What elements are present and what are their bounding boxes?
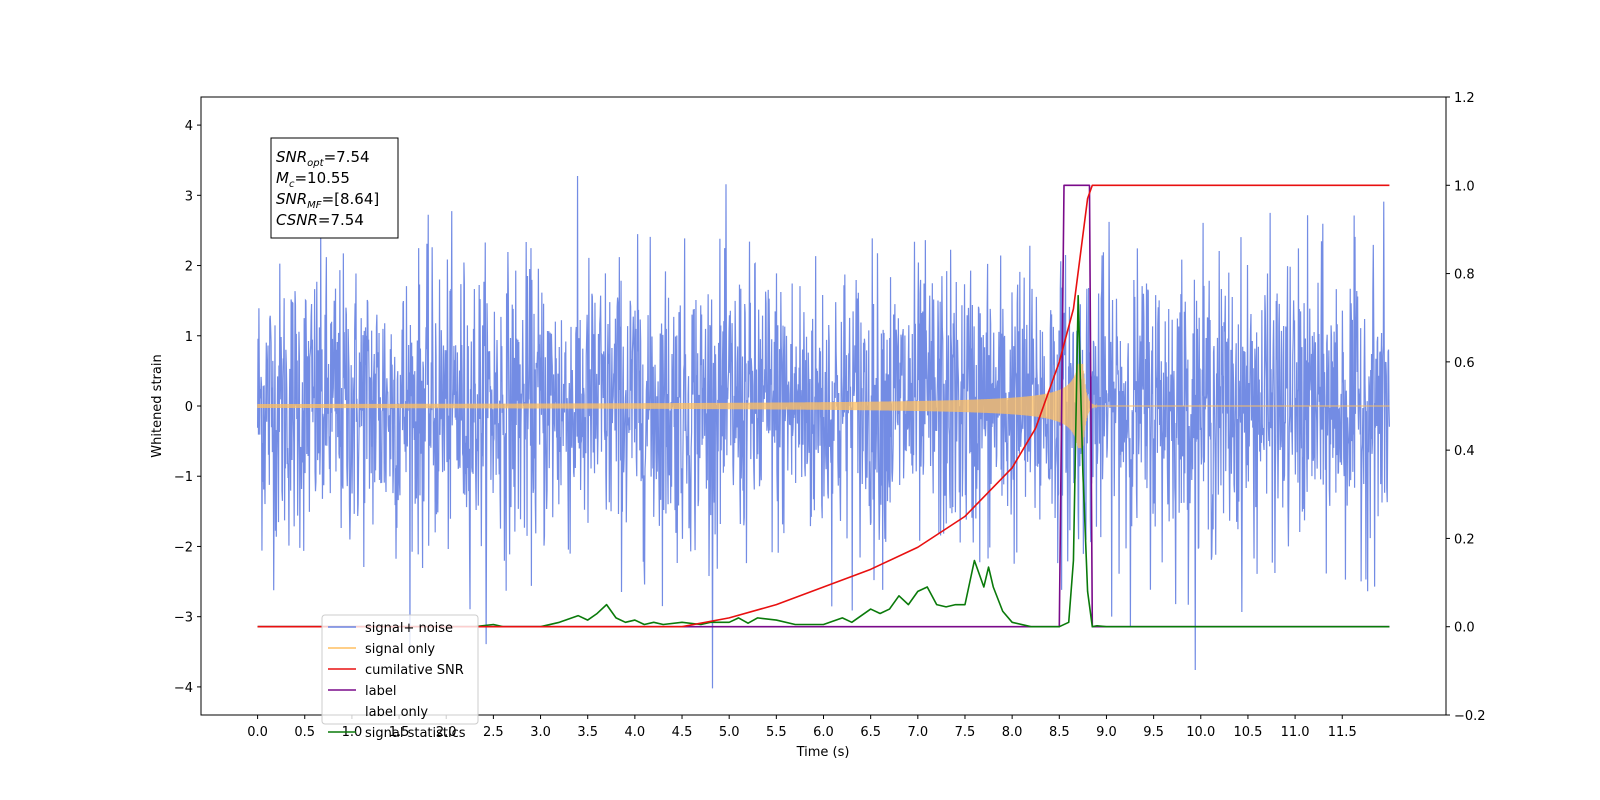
y-tick-label: 3 (185, 189, 193, 204)
x-tick-label: 10.0 (1186, 725, 1215, 740)
annotation-line: Mc=10.55 (276, 169, 350, 190)
y-axis-ticks: 4 3 2 1 0 −1 −2 −3 −4 (174, 119, 201, 696)
legend-entry: cumilative SNR (365, 663, 464, 678)
x-tick-label: 9.5 (1143, 725, 1164, 740)
annotation-frame (270, 137, 399, 239)
legend-frame (321, 614, 479, 725)
annotation-variable: SNR (276, 148, 307, 166)
x-tick-label: 6.0 (813, 725, 834, 740)
y-tick-label: −3 (174, 611, 193, 626)
y2-tick-label: 0.0 (1454, 621, 1475, 636)
x-axis-label: Time (s) (796, 745, 850, 760)
x-tick-label: 8.5 (1049, 725, 1070, 740)
x-tick-label: 0.5 (294, 725, 315, 740)
y-tick-label: 1 (185, 330, 193, 345)
y-tick-label: 2 (185, 260, 193, 275)
annotation-value: =7.54 (318, 211, 364, 229)
annotation-subscript: MF (307, 200, 322, 211)
legend-entry: signal only (365, 642, 435, 657)
y-tick-label: −4 (174, 681, 193, 696)
x-tick-label: 9.0 (1096, 725, 1117, 740)
annotation-variable: M (276, 169, 289, 187)
x-tick-label: 5.0 (719, 725, 740, 740)
legend-entry: label (365, 684, 396, 699)
y2-axis-ticks: 1.2 1.0 0.8 0.6 0.4 0.2 0.0 −0.2 (1446, 91, 1486, 724)
x-tick-label: 0.0 (247, 725, 268, 740)
annotation-value: =[8.64] (322, 190, 380, 208)
y2-tick-label: −0.2 (1454, 709, 1486, 724)
x-axis-ticks: 0.0 0.5 1.0 1.5 2.0 2.5 3.0 3.5 4.0 4.5 5.0 5.5 6.0 6… (247, 715, 1357, 740)
y2-tick-label: 0.8 (1454, 268, 1475, 283)
annotation-value: =10.55 (294, 169, 350, 187)
x-tick-label: 5.5 (766, 725, 787, 740)
y-tick-label: −1 (174, 470, 193, 485)
series-signal-statistics-line (257, 294, 1390, 628)
legend-entry: label only (365, 705, 428, 720)
x-tick-label: 4.5 (672, 725, 693, 740)
y2-tick-label: 0.6 (1454, 356, 1475, 371)
annotation-line: CSNR=7.54 (276, 211, 364, 229)
annotation-subscript: opt (307, 158, 324, 169)
y2-tick-label: 0.2 (1454, 532, 1475, 547)
annotation-line: SNRMF=[8.64] (276, 190, 379, 211)
x-tick-label: 3.5 (577, 725, 598, 740)
x-tick-label: 7.5 (955, 725, 976, 740)
series-cumulative-snr-line (257, 184, 1390, 628)
x-tick-label: 6.5 (860, 725, 881, 740)
y2-tick-label: 1.0 (1454, 179, 1475, 194)
x-tick-label: 2.0 (436, 725, 457, 740)
annotation-subscript: c (289, 179, 295, 190)
x-tick-label: 3.0 (530, 725, 551, 740)
y2-tick-label: 1.2 (1454, 91, 1475, 106)
y2-tick-label: 0.4 (1454, 444, 1475, 459)
series-layer (256, 175, 1391, 689)
x-tick-label: 7.0 (907, 725, 928, 740)
legend: signal+ noise signal only cumilative SNR la… (321, 614, 479, 741)
y-tick-label: −2 (174, 540, 193, 555)
legend-entry: signal statistics (365, 726, 466, 741)
y-tick-label: 0 (185, 400, 193, 415)
annotation-value: =7.54 (324, 148, 370, 166)
y-axis-label: Whitened strain (150, 354, 165, 457)
y-tick-label: 4 (185, 119, 193, 134)
annotation-line: SNRopt=7.54 (276, 148, 370, 169)
x-tick-label: 10.5 (1233, 725, 1262, 740)
x-tick-label: 1.5 (389, 725, 410, 740)
annotation-variable: CSNR (276, 211, 318, 229)
x-tick-label: 11.0 (1281, 725, 1310, 740)
x-tick-label: 11.5 (1328, 725, 1357, 740)
series-signal-noise-line (256, 175, 1391, 689)
legend-entry: signal+ noise (365, 621, 453, 636)
series-signal-only-line (256, 363, 1390, 449)
x-tick-label: 4.0 (625, 725, 646, 740)
x-tick-label: 8.0 (1002, 725, 1023, 740)
x-tick-label: 2.5 (483, 725, 504, 740)
annotation-variable: SNR (276, 190, 307, 208)
